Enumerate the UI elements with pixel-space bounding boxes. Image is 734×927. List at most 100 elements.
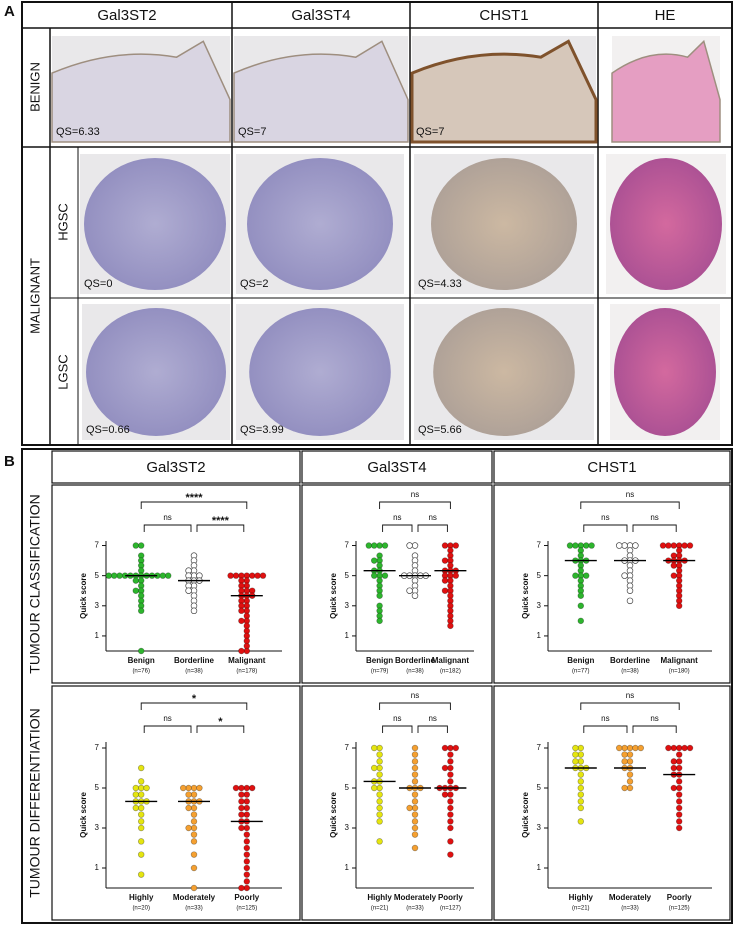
data-point — [441, 577, 449, 584]
data-point — [447, 851, 454, 858]
data-point — [665, 744, 672, 752]
micrograph-tissue — [84, 158, 226, 290]
data-point — [626, 758, 634, 765]
data-point — [232, 572, 240, 579]
y-tick-label: 7 — [345, 743, 350, 752]
data-point — [164, 572, 172, 579]
row-label: TUMOUR CLASSIFICATION — [27, 494, 43, 673]
category-label: Malignant — [661, 656, 699, 665]
data-point — [411, 778, 419, 785]
quick-score-label: QS=6.33 — [56, 126, 100, 138]
data-point — [572, 744, 579, 752]
data-point — [376, 592, 383, 599]
y-tick-label: 3 — [95, 823, 100, 832]
data-point — [137, 647, 145, 655]
category-label: Moderately — [394, 893, 437, 902]
data-point — [238, 607, 245, 615]
quick-score-label: QS=7 — [416, 126, 444, 138]
category-label: Malignant — [228, 656, 266, 665]
data-point — [243, 824, 251, 832]
category-label: Poorly — [438, 893, 463, 902]
data-point — [675, 758, 683, 765]
y-tick-label: 5 — [345, 571, 350, 580]
data-point — [621, 751, 628, 758]
data-point — [447, 622, 454, 630]
data-point — [572, 751, 579, 758]
category-label: Highly — [129, 893, 154, 902]
micrograph-tissue — [249, 308, 391, 436]
significance-bracket — [632, 725, 677, 733]
data-point — [441, 542, 449, 549]
column-header-box — [301, 450, 493, 484]
data-point — [675, 818, 683, 825]
data-point — [626, 751, 634, 758]
data-point — [137, 804, 145, 812]
data-point — [577, 771, 585, 778]
significance-label: **** — [212, 515, 230, 527]
data-point — [190, 824, 198, 832]
data-point — [132, 577, 140, 584]
significance-label: ns — [650, 714, 658, 723]
data-point — [376, 758, 383, 765]
significance-bracket — [580, 702, 680, 710]
data-point — [670, 764, 678, 772]
quick-score-label: QS=5.66 — [418, 424, 462, 436]
data-point — [452, 572, 460, 579]
data-point — [110, 572, 118, 579]
category-label: Benign — [567, 656, 594, 665]
data-point — [447, 811, 454, 818]
data-point — [406, 804, 413, 812]
data-point — [577, 602, 585, 610]
y-tick-label: 7 — [95, 541, 100, 550]
data-point — [411, 771, 419, 778]
chart-frame — [301, 685, 493, 921]
data-point — [406, 542, 413, 549]
data-point — [447, 778, 454, 785]
y-tick-label: 1 — [345, 863, 350, 872]
data-point — [621, 542, 628, 549]
y-tick-label: 3 — [537, 601, 542, 610]
data-point — [243, 871, 251, 878]
micrograph-tissue — [410, 39, 598, 144]
significance-label: ns — [626, 490, 634, 499]
data-point — [670, 784, 678, 792]
data-point — [447, 771, 454, 778]
n-label: (n=77) — [572, 669, 590, 675]
y-tick-label: 5 — [95, 783, 100, 792]
data-point — [376, 811, 383, 818]
data-point — [159, 572, 167, 579]
significance-label: ns — [163, 714, 171, 723]
significance-bracket — [143, 524, 192, 532]
data-point — [621, 572, 628, 579]
data-point — [190, 791, 198, 798]
data-point — [376, 838, 383, 845]
chart-frame — [51, 685, 301, 921]
category-label: Moderately — [173, 893, 216, 902]
data-point — [452, 744, 460, 752]
quick-score-label: QS=3.99 — [240, 424, 284, 436]
data-point — [675, 778, 683, 785]
data-point — [190, 784, 198, 792]
data-point — [137, 542, 145, 549]
data-point — [588, 542, 595, 549]
significance-label: ns — [393, 513, 401, 522]
n-label: (n=33) — [406, 906, 424, 912]
y-axis-label: Quick score — [521, 792, 530, 838]
data-point — [626, 778, 634, 785]
data-point — [566, 542, 574, 549]
significance-bracket — [382, 524, 413, 532]
significance-bracket — [580, 501, 680, 509]
n-label: (n=33) — [621, 906, 639, 912]
data-point — [411, 824, 419, 832]
data-point — [452, 542, 460, 549]
n-label: (n=33) — [185, 906, 203, 912]
data-point — [670, 744, 678, 752]
data-point — [411, 791, 419, 798]
data-point — [376, 771, 383, 778]
data-point — [132, 587, 140, 594]
data-point — [132, 804, 140, 812]
y-tick-label: 1 — [95, 631, 100, 640]
y-axis-label: Quick score — [79, 792, 88, 838]
data-point — [447, 744, 454, 752]
data-point — [626, 784, 634, 792]
